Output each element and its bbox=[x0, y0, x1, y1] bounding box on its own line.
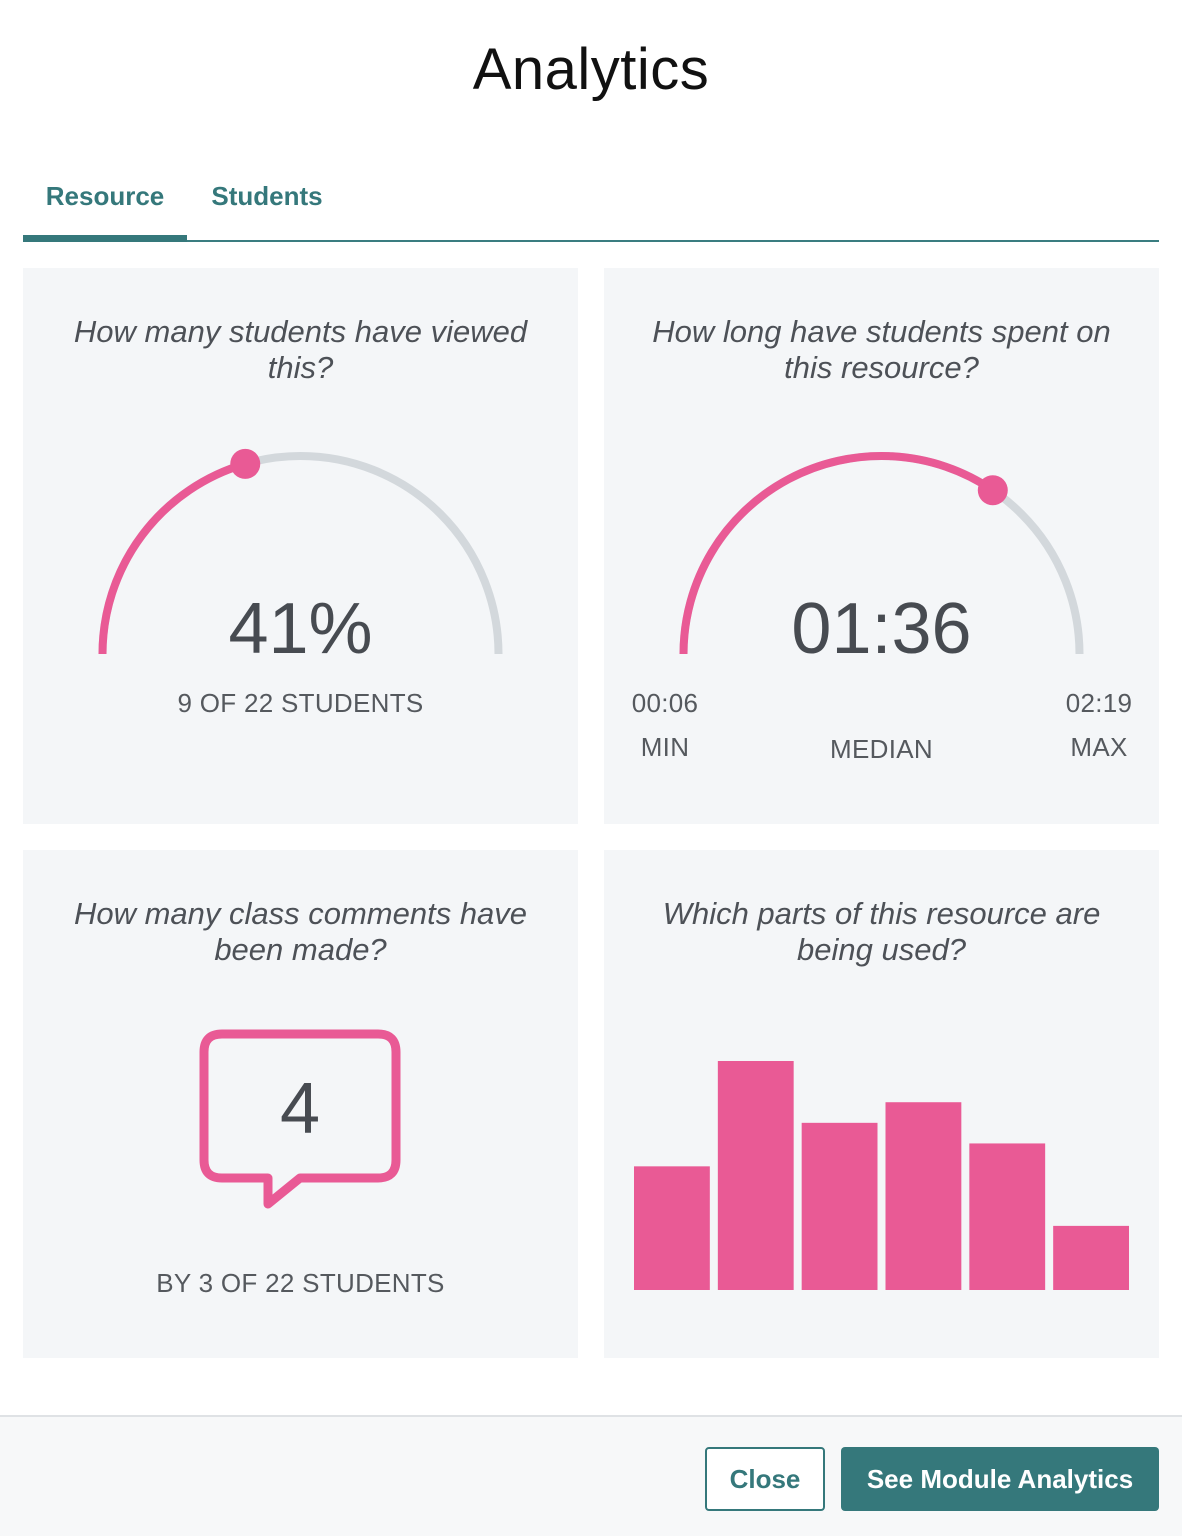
active-tab-indicator bbox=[23, 235, 187, 242]
parts-bar-3 bbox=[801, 1122, 878, 1290]
median-time: 01:36 bbox=[791, 589, 972, 669]
min-label: MIN bbox=[640, 732, 690, 762]
tab-resource[interactable]: Resource bbox=[45, 180, 165, 211]
comments-question: How many class comments have been made? bbox=[73, 896, 528, 967]
tab-divider bbox=[23, 240, 1159, 242]
views-percent: 41% bbox=[228, 589, 373, 669]
comment-count: 4 bbox=[279, 1069, 321, 1149]
parts-bar-chart bbox=[634, 1061, 1129, 1290]
speech-bubble-icon bbox=[199, 1029, 401, 1209]
max-time: 02:19 bbox=[1065, 688, 1133, 718]
parts-bar-5 bbox=[969, 1143, 1046, 1290]
time-gauge bbox=[679, 452, 1084, 655]
views-question: How many students have viewed this? bbox=[73, 314, 528, 385]
parts-question: Which parts of this resource are being u… bbox=[662, 896, 1101, 967]
time-gauge-progress bbox=[679, 452, 996, 655]
comments-caption: BY 3 OF 22 STUDENTS bbox=[156, 1268, 445, 1298]
see-module-analytics-button[interactable]: See Module Analytics bbox=[841, 1447, 1159, 1511]
comments-card: How many class comments have been made? … bbox=[23, 850, 578, 1358]
views-caption: 9 OF 22 STUDENTS bbox=[177, 688, 424, 718]
views-card: How many students have viewed this? 41% … bbox=[23, 268, 578, 824]
parts-bar-1 bbox=[634, 1166, 710, 1290]
views-gauge-knob bbox=[230, 448, 261, 479]
views-gauge-progress bbox=[98, 460, 247, 655]
parts-bar-4 bbox=[885, 1102, 962, 1290]
median-label: MEDIAN bbox=[830, 734, 933, 764]
time-question: How long have students spent on this res… bbox=[652, 314, 1111, 385]
tab-students[interactable]: Students bbox=[211, 180, 323, 211]
views-gauge bbox=[98, 448, 503, 655]
close-button[interactable]: Close bbox=[705, 1447, 825, 1511]
page-title: Analytics bbox=[472, 37, 710, 102]
parts-bar-2 bbox=[717, 1061, 794, 1290]
min-time: 00:06 bbox=[631, 688, 699, 718]
time-card: How long have students spent on this res… bbox=[604, 268, 1159, 824]
max-label: MAX bbox=[1070, 732, 1128, 762]
tab-bar: Resource Students bbox=[23, 160, 1159, 242]
parts-card: Which parts of this resource are being u… bbox=[604, 850, 1159, 1358]
dialog-footer: Close See Module Analytics bbox=[0, 1415, 1182, 1536]
parts-bar-6 bbox=[1053, 1225, 1129, 1290]
time-gauge-knob bbox=[977, 475, 1008, 506]
